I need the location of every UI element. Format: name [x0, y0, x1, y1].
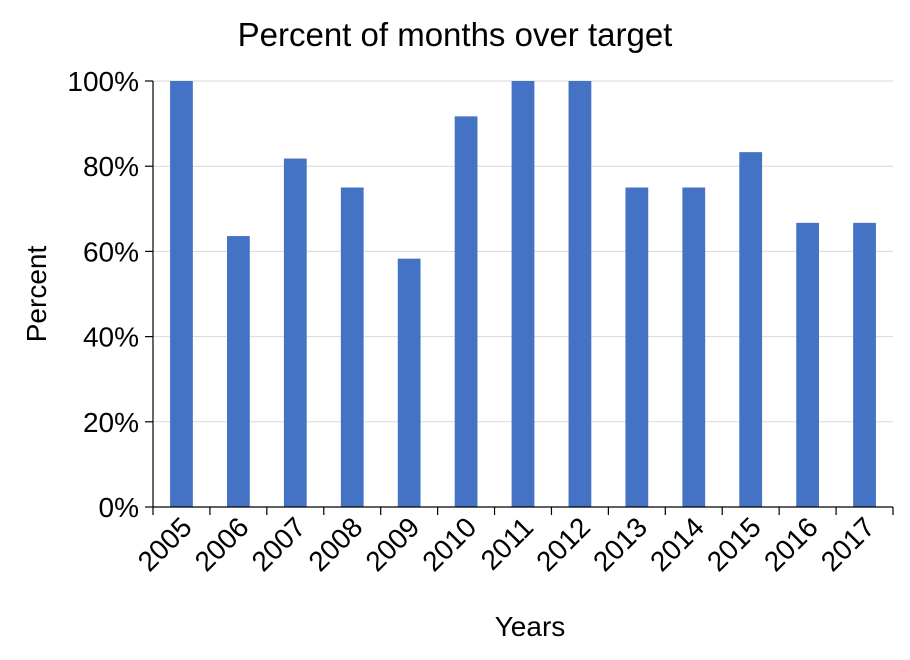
axes	[152, 81, 893, 508]
x-tick-label: 2009	[359, 511, 425, 577]
bar	[283, 158, 307, 508]
y-tick-label: 100%	[67, 66, 139, 97]
bar	[511, 81, 535, 507]
bar	[454, 116, 478, 507]
x-tick-label: 2015	[701, 511, 767, 577]
x-tick-label: 2006	[189, 511, 255, 577]
x-tick-label: 2011	[475, 511, 540, 576]
bar	[170, 81, 193, 507]
bar	[853, 222, 876, 507]
bar	[796, 222, 819, 507]
x-tick-label: 2016	[758, 511, 824, 577]
y-tick-label: 0%	[99, 492, 139, 523]
bars	[170, 81, 876, 508]
y-tick-label: 60%	[83, 236, 139, 267]
x-tick-label: 2017	[815, 511, 881, 577]
bar	[682, 187, 706, 507]
x-tick-label: 2010	[416, 511, 482, 577]
x-tick-labels: 2005200620072008200920102011201220132014…	[132, 507, 894, 577]
x-tick-label: 2008	[303, 511, 369, 577]
chart-title: Percent of months over target	[238, 16, 673, 53]
x-tick-label: 2007	[246, 511, 312, 577]
bar	[340, 187, 364, 507]
x-tick-label: 2005	[132, 511, 198, 577]
y-axis-title: Percent	[21, 246, 52, 343]
x-tick-label: 2012	[530, 511, 596, 577]
bar	[739, 152, 763, 507]
y-tick-label: 40%	[83, 322, 139, 353]
x-tick-label: 2013	[587, 511, 653, 577]
x-axis-title: Years	[495, 611, 566, 642]
y-tick-labels: 0% 20% 40% 60% 80% 100%	[67, 66, 153, 523]
y-tick-label: 80%	[83, 151, 139, 182]
y-tick-label: 20%	[83, 407, 139, 438]
bar	[625, 187, 649, 507]
bar	[568, 81, 592, 507]
bar	[227, 236, 250, 507]
bar	[397, 258, 421, 507]
x-tick-label: 2014	[644, 511, 710, 577]
